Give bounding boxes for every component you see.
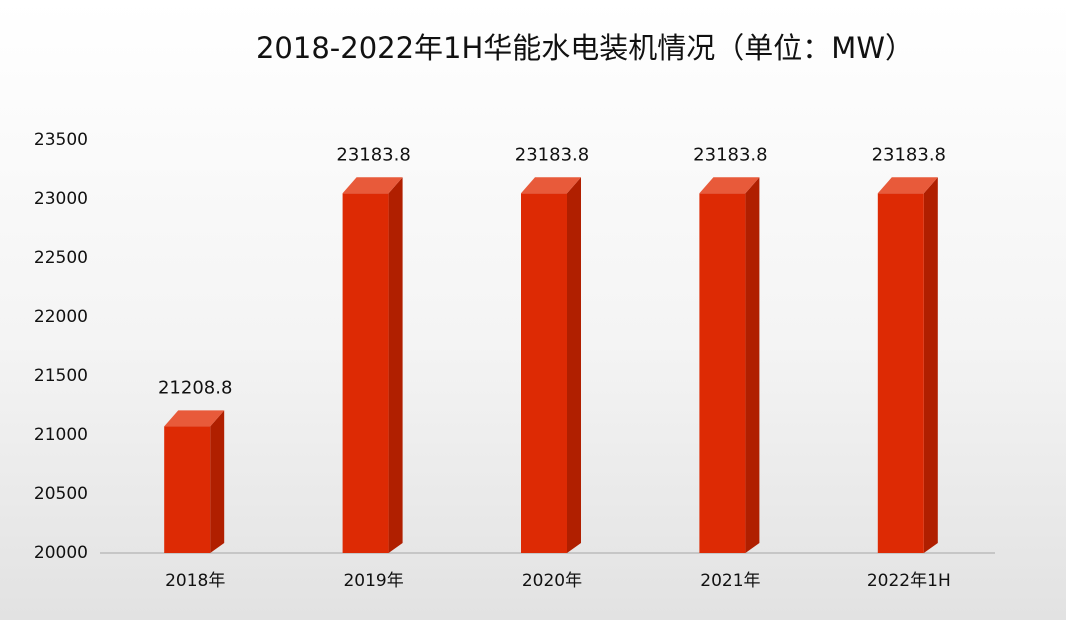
bar-side bbox=[210, 410, 225, 553]
bar bbox=[877, 193, 924, 554]
x-tick-label: 2018年 bbox=[165, 571, 225, 591]
y-tick-label: 22000 bbox=[34, 307, 88, 327]
data-label: 23183.8 bbox=[336, 144, 410, 165]
y-tick-label: 22500 bbox=[34, 248, 88, 268]
chart-title: 2018-2022年1H华能水电装机情况（单位：MW） bbox=[256, 31, 914, 65]
y-tick-label: 20500 bbox=[34, 484, 88, 504]
x-tick-label: 2021年 bbox=[700, 571, 760, 591]
data-label: 23183.8 bbox=[515, 144, 589, 165]
bar-top bbox=[877, 177, 938, 194]
y-tick-label: 23500 bbox=[34, 130, 88, 150]
bar bbox=[521, 193, 567, 554]
y-tick-label: 21500 bbox=[34, 366, 88, 386]
data-label: 21208.8 bbox=[158, 377, 232, 398]
x-tick-label: 2019年 bbox=[343, 571, 403, 591]
y-tick-label: 21000 bbox=[34, 425, 88, 445]
data-label: 23183.8 bbox=[693, 144, 767, 165]
y-tick-label: 23000 bbox=[34, 189, 88, 209]
bar-side bbox=[567, 177, 581, 554]
bar-top bbox=[342, 177, 403, 194]
y-tick-label: 20000 bbox=[34, 543, 88, 563]
bar bbox=[164, 426, 211, 553]
bar-side bbox=[923, 177, 938, 554]
data-label: 23183.8 bbox=[872, 144, 946, 165]
bar-side bbox=[388, 177, 403, 554]
bar-top bbox=[164, 410, 225, 427]
x-tick-label: 2022年1H bbox=[867, 571, 951, 591]
bar bbox=[699, 193, 746, 554]
bar-top bbox=[699, 177, 760, 194]
x-tick-label: 2020年 bbox=[522, 571, 582, 591]
bar bbox=[342, 193, 389, 554]
bar-side bbox=[745, 177, 760, 554]
bar-top bbox=[521, 177, 581, 194]
